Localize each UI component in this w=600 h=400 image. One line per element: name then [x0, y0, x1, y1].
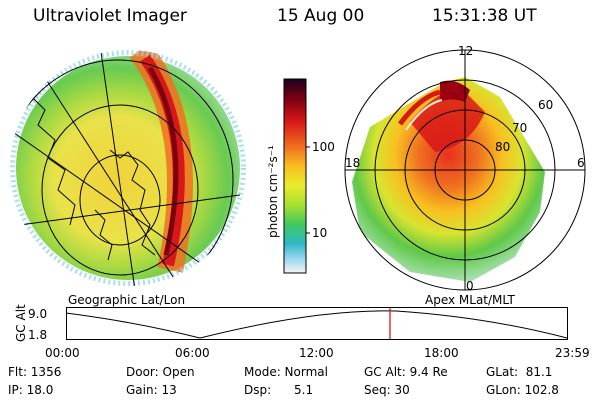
mlt-label-6: 6 [577, 156, 585, 170]
mlt-label-18: 18 [345, 156, 361, 170]
polar-mlat-mlt-image [344, 49, 586, 291]
info-glon: GLon: 102.8 [486, 383, 559, 397]
info-gain: Gain: 13 [126, 383, 177, 397]
info-dsp: Dsp: 5.1 [244, 383, 314, 397]
colorbar-tick-10: 10 [312, 226, 328, 240]
altitude-timeline [66, 307, 568, 340]
timeline-xtick-1800: 18:00 [424, 346, 459, 360]
geographic-auroral-image [10, 50, 246, 286]
timeline-ylabel: GC Alt [14, 304, 28, 342]
timeline-ytick-high: 9.0 [28, 307, 48, 321]
timeline-ytick-low: 1.8 [28, 328, 48, 342]
mlt-label-12: 12 [458, 44, 474, 58]
colorbar-tick-100: 100 [312, 140, 335, 154]
colorbar-unit-label: photon cm⁻²s⁻¹ [266, 145, 280, 238]
timeline-xtick-2359: 23:59 [555, 346, 590, 360]
info-glat: GLat: 81.1 [486, 365, 553, 379]
mlat-label-60: 60 [538, 98, 554, 112]
info-seq: Seq: 30 [364, 383, 410, 397]
colorbar [283, 78, 310, 274]
info-ip: IP: 18.0 [8, 383, 54, 397]
left-panel-caption: Geographic Lat/Lon [68, 293, 186, 307]
right-panel-caption: Apex MLat/MLT [425, 293, 515, 307]
mlt-label-0: 0 [466, 279, 474, 293]
info-mode: Mode: Normal [244, 365, 328, 379]
observation-time: 15:31:38 UT [432, 6, 537, 26]
instrument-title: Ultraviolet Imager [33, 6, 187, 26]
timeline-xtick-0600: 06:00 [175, 346, 210, 360]
mlat-label-70: 70 [512, 121, 528, 135]
mlat-label-80: 80 [495, 140, 511, 154]
info-flight: Flt: 1356 [8, 365, 62, 379]
info-door: Door: Open [126, 365, 195, 379]
timeline-xtick-0000: 00:00 [45, 346, 80, 360]
observation-date: 15 Aug 00 [277, 6, 365, 26]
timeline-xtick-1200: 12:00 [299, 346, 334, 360]
info-gc-alt: GC Alt: 9.4 Re [364, 365, 448, 379]
